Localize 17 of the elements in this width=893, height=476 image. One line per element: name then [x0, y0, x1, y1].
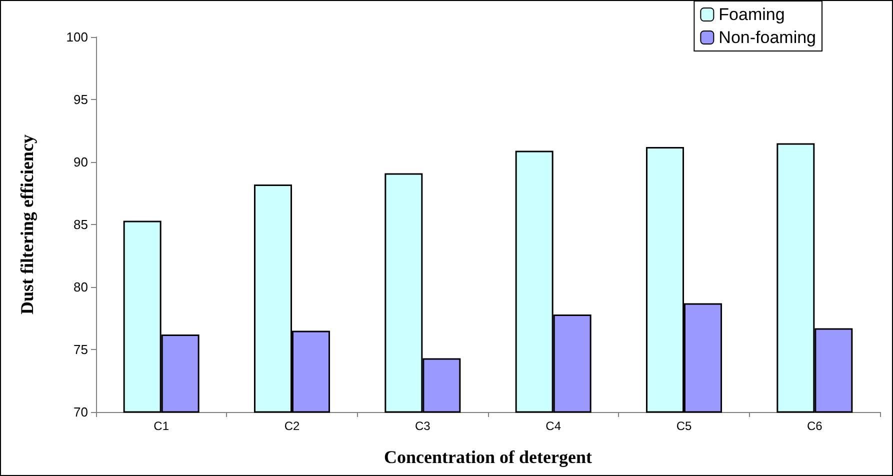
y-tick-label: 95: [74, 92, 88, 107]
x-tick-label: C2: [284, 419, 300, 433]
x-tick-label: C1: [154, 419, 170, 433]
y-axis-title: Dust filtering efficiency: [17, 134, 37, 314]
x-axis-title: Concentration of detergent: [384, 447, 592, 467]
x-tick-label: C6: [806, 419, 823, 433]
y-tick-label: 80: [74, 280, 88, 294]
x-tick-label: C5: [676, 419, 692, 433]
x-tick-label: C3: [414, 419, 431, 433]
legend-label: Non-foaming: [718, 28, 816, 47]
y-tick-label: 90: [74, 154, 88, 170]
y-tick-label: 85: [74, 217, 88, 232]
y-tick-label: 75: [74, 342, 88, 357]
legend-label: Foaming: [718, 5, 785, 24]
y-tick-label: 70: [74, 404, 88, 420]
x-tick-label: C4: [546, 419, 562, 433]
y-tick-label: 100: [66, 30, 88, 44]
